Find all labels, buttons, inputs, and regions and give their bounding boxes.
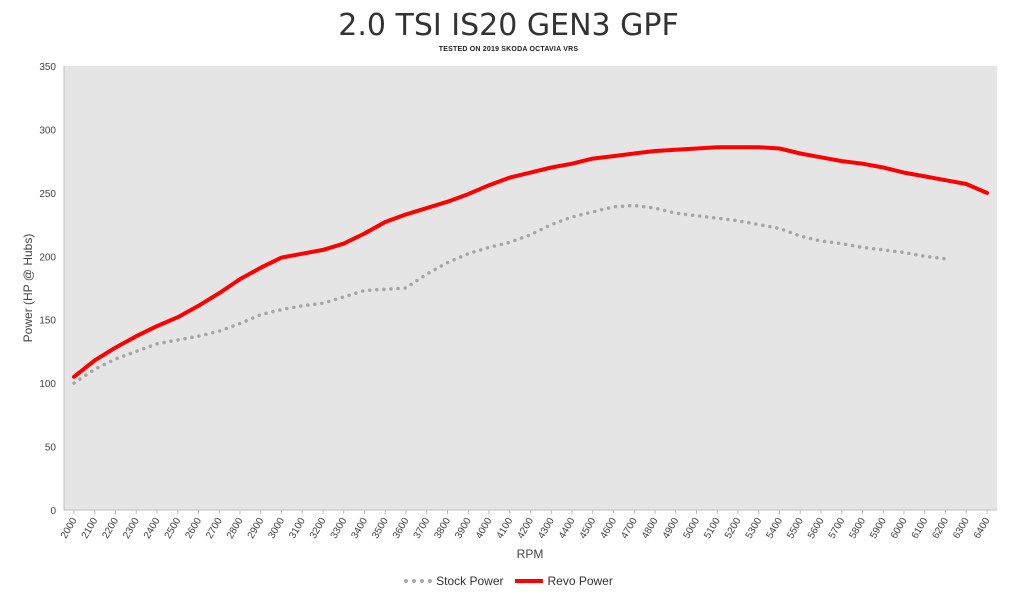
y-tick-label: 200 bbox=[39, 252, 56, 263]
y-axis-label: Power (HP @ Hubs) bbox=[21, 234, 35, 343]
y-tick-label: 0 bbox=[50, 506, 56, 517]
x-tick-label: 3400 bbox=[349, 516, 370, 541]
legend-swatch-stock bbox=[404, 579, 433, 583]
plot-area bbox=[64, 66, 997, 510]
series-layer bbox=[72, 145, 989, 385]
x-tick-label: 2900 bbox=[246, 516, 267, 541]
x-tick-label: 3600 bbox=[391, 516, 412, 541]
x-tick-label: 3900 bbox=[453, 516, 474, 541]
x-tick-label: 2700 bbox=[204, 516, 225, 541]
y-tick-label: 150 bbox=[39, 316, 56, 327]
x-axis-label: RPM bbox=[517, 547, 544, 561]
y-axis-ticks: 0 50 100 150 200 250 300 350 bbox=[39, 62, 56, 517]
x-tick-label: 4700 bbox=[619, 516, 640, 541]
x-tick-label: 3500 bbox=[370, 516, 391, 541]
y-tick-label: 50 bbox=[45, 443, 57, 454]
x-tick-label: 5900 bbox=[868, 516, 889, 541]
x-tick-label: 6200 bbox=[930, 516, 951, 541]
x-tick-label: 2400 bbox=[142, 516, 163, 541]
x-tick-label: 3700 bbox=[412, 516, 433, 541]
y-tick-label: 350 bbox=[39, 62, 56, 73]
x-tick-label: 4000 bbox=[474, 516, 495, 541]
legend-item-revo[interactable]: Revo Power bbox=[515, 574, 613, 588]
legend-swatch-revo bbox=[515, 579, 544, 583]
x-tick-label: 5300 bbox=[744, 516, 765, 541]
x-tick-label: 5600 bbox=[806, 516, 827, 541]
series-line-stock-power bbox=[72, 203, 948, 385]
chart-title: 2.0 TSI IS20 GEN3 GPF bbox=[338, 8, 679, 43]
x-tick-label: 4400 bbox=[557, 516, 578, 541]
series-line-revo-power bbox=[72, 145, 989, 379]
x-tick-label: 5700 bbox=[827, 516, 848, 541]
x-tick-label: 4800 bbox=[640, 516, 661, 541]
x-tick-label: 2100 bbox=[80, 516, 101, 541]
x-tick-label: 3300 bbox=[329, 516, 350, 541]
x-tick-label: 2000 bbox=[59, 516, 80, 541]
y-tick-label: 300 bbox=[39, 125, 56, 136]
x-tick-label: 4600 bbox=[598, 516, 619, 541]
x-tick-label: 3100 bbox=[287, 516, 308, 541]
x-tick-label: 5800 bbox=[847, 516, 868, 541]
y-tick-label: 100 bbox=[39, 379, 56, 390]
x-tick-label: 5000 bbox=[681, 516, 702, 541]
x-tick-label: 3200 bbox=[308, 516, 329, 541]
x-tick-label: 3800 bbox=[432, 516, 453, 541]
x-tick-label: 4200 bbox=[515, 516, 536, 541]
x-tick-label: 5500 bbox=[785, 516, 806, 541]
legend-item-stock[interactable]: Stock Power bbox=[404, 574, 503, 588]
x-tick-label: 3000 bbox=[266, 516, 287, 541]
x-tick-label: 5200 bbox=[723, 516, 744, 541]
legend: Stock Power Revo Power bbox=[0, 574, 1017, 588]
chart-subtitle: TESTED ON 2019 SKODA OCTAVIA VRS bbox=[438, 46, 579, 53]
x-tick-label: 2500 bbox=[163, 516, 184, 541]
x-tick-label: 2300 bbox=[121, 516, 142, 541]
x-tick-label: 4100 bbox=[495, 516, 516, 541]
x-axis-ticks: 2000 2100 2200 2300 2400 2500 2600 2700 2800 2900… bbox=[59, 510, 993, 541]
legend-label-stock: Stock Power bbox=[436, 574, 504, 588]
x-tick-label: 4300 bbox=[536, 516, 557, 541]
x-tick-label: 4900 bbox=[661, 516, 682, 541]
x-tick-label: 5100 bbox=[702, 516, 723, 541]
x-tick-label: 4500 bbox=[578, 516, 599, 541]
x-tick-label: 6000 bbox=[889, 516, 910, 541]
x-tick-label: 5400 bbox=[764, 516, 785, 541]
x-tick-label: 2600 bbox=[183, 516, 204, 541]
x-tick-label: 6100 bbox=[910, 516, 931, 541]
x-tick-label: 2200 bbox=[100, 516, 121, 541]
x-tick-label: 2800 bbox=[225, 516, 246, 541]
legend-label-revo: Revo Power bbox=[547, 574, 613, 588]
x-tick-label: 6300 bbox=[951, 516, 972, 541]
y-tick-label: 250 bbox=[39, 189, 56, 200]
x-tick-label: 6400 bbox=[972, 516, 993, 541]
